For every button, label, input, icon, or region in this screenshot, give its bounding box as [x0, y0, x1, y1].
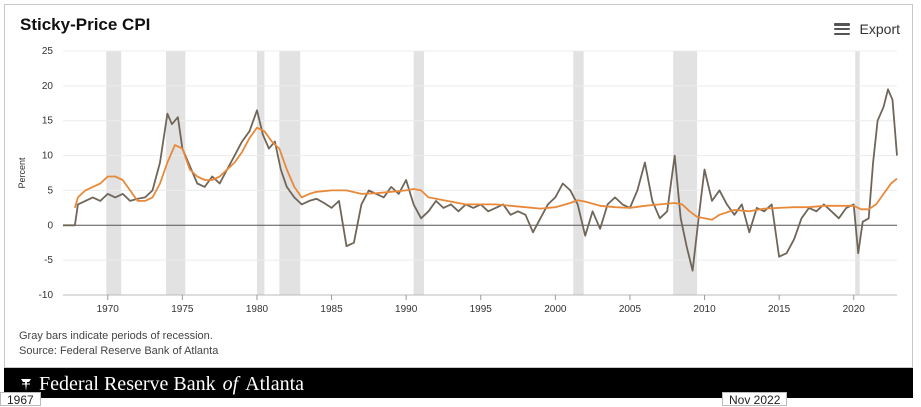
- y-tick-label: 0: [47, 220, 53, 231]
- recession-note: Gray bars indicate periods of recession.: [19, 330, 213, 342]
- range-end-handle[interactable]: Nov 2022: [722, 392, 788, 407]
- chart-title: Sticky-Price CPI: [20, 15, 151, 34]
- export-label: Export: [859, 21, 900, 37]
- y-tick-label: 15: [42, 116, 54, 127]
- y-tick-label: 25: [42, 46, 54, 57]
- x-tick-label: 1985: [320, 304, 343, 315]
- recession-bar: [573, 51, 584, 295]
- brand-of: of: [222, 373, 239, 395]
- x-tick-label: 1970: [97, 304, 120, 315]
- x-tick-label: 1975: [171, 304, 194, 315]
- x-tick-label: 1980: [246, 304, 269, 315]
- x-tick-label: 2000: [544, 304, 567, 315]
- recession-bar: [855, 51, 860, 295]
- chart-panel: Sticky-Price CPI Export 25 20 15 10 5 0 -5 -10 …: [4, 4, 913, 368]
- brand-suffix: Atlanta: [245, 373, 305, 395]
- menu-icon: [833, 23, 850, 35]
- grid-lines: [63, 50, 897, 261]
- y-tick-label: -5: [44, 255, 53, 266]
- eagle-icon: [21, 378, 31, 391]
- x-tick-label: 2015: [768, 304, 791, 315]
- fed-logo[interactable]: Federal Reserve Bank of Atlanta: [20, 373, 304, 396]
- recession-bar: [673, 51, 698, 295]
- x-tick-label: 2020: [843, 304, 866, 315]
- x-tick-label: 1995: [470, 304, 493, 315]
- series-lines: [63, 88, 898, 272]
- series-line-one-month: [63, 88, 898, 272]
- y-tick-label: 10: [42, 151, 54, 162]
- recession-bar: [413, 51, 425, 295]
- y-axis-label: Percent: [17, 157, 27, 189]
- recession-bar: [165, 51, 186, 295]
- x-tick-label: 1990: [395, 304, 418, 315]
- y-axis: 25 20 15 10 5 0 -5 -10: [39, 46, 54, 301]
- brand-prefix: Federal Reserve Bank: [39, 373, 216, 395]
- y-tick-label: 5: [47, 185, 53, 196]
- source-note: Source: Federal Reserve Bank of Atlanta: [19, 345, 219, 357]
- export-button[interactable]: Export: [833, 21, 900, 37]
- y-tick-label: -10: [39, 290, 54, 301]
- series-line-twelve-month: [74, 126, 898, 221]
- x-axis: 1970 1975 1980 1985 1990 1995 2000 2005 2010 2015…: [97, 295, 866, 315]
- recession-bar: [256, 51, 265, 295]
- x-tick-label: 2005: [619, 304, 642, 315]
- x-tick-label: 2010: [693, 304, 716, 315]
- range-start-handle[interactable]: 1967: [0, 392, 41, 407]
- recession-bar: [106, 51, 122, 295]
- recession-bars: [106, 51, 860, 295]
- recession-bar: [279, 51, 301, 295]
- y-tick-label: 20: [42, 81, 54, 92]
